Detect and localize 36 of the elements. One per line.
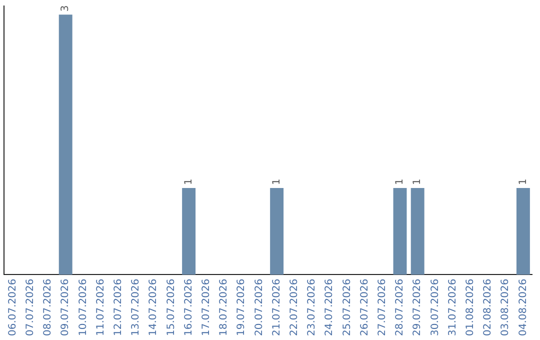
x-tick-label: 04.08.2026 <box>518 278 529 336</box>
data-label: 1 <box>394 178 406 186</box>
data-label: 1 <box>271 178 282 186</box>
data-label: 1 <box>183 178 194 186</box>
x-tick-label: 13.07.2026 <box>130 278 142 336</box>
x-tick-label: 19.07.2026 <box>236 278 248 336</box>
x-tick-label: 01.08.2026 <box>464 278 476 336</box>
x-tick-label: 18.07.2026 <box>218 278 230 336</box>
x-tick-label: 16.07.2026 <box>183 278 194 336</box>
x-tick-label: 20.07.2026 <box>254 278 265 336</box>
x-tick-label: 07.07.2026 <box>24 278 36 336</box>
x-tick-label: 31.07.2026 <box>447 278 458 336</box>
x-tick-label: 08.07.2026 <box>42 278 54 336</box>
x-tick-label: 17.07.2026 <box>200 278 212 336</box>
x-tick-label: 28.07.2026 <box>394 278 406 336</box>
x-tick-label: 22.07.2026 <box>288 278 300 336</box>
x-tick-label: 30.07.2026 <box>430 278 441 336</box>
x-tick-label: 06.07.2026 <box>7 278 18 336</box>
x-tick-label: 12.07.2026 <box>112 278 124 336</box>
x-tick-label: 25.07.2026 <box>342 278 353 336</box>
data-label: 1 <box>412 178 424 186</box>
x-tick-label: 15.07.2026 <box>166 278 177 336</box>
x-tick-label: 23.07.2026 <box>306 278 318 336</box>
data-label: 3 <box>60 5 72 12</box>
data-label: 1 <box>518 178 529 186</box>
x-tick-label: 03.08.2026 <box>500 278 512 336</box>
x-tick-label: 09.07.2026 <box>60 278 72 336</box>
x-tick-label: 29.07.2026 <box>412 278 424 336</box>
x-tick-label: 14.07.2026 <box>148 278 160 336</box>
x-tick-label: 26.07.2026 <box>359 278 370 336</box>
x-tick-label: 10.07.2026 <box>78 278 89 336</box>
x-tick-label: 27.07.2026 <box>376 278 388 336</box>
x-tick-label: 11.07.2026 <box>95 278 106 336</box>
x-tick-label: 24.07.2026 <box>324 278 336 336</box>
x-tick-label: 02.08.2026 <box>482 278 494 336</box>
x-tick-label: 21.07.2026 <box>271 278 282 336</box>
